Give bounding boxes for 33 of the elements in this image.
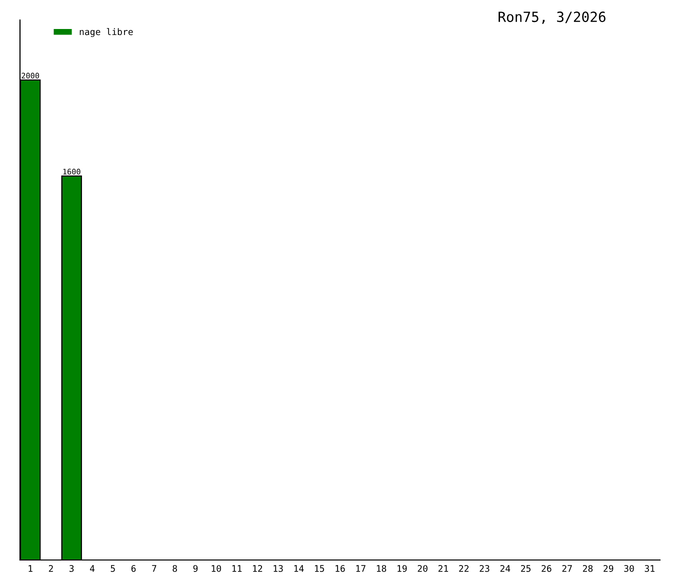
x-tick-label: 22 — [459, 565, 469, 572]
x-tick-label: 8 — [172, 565, 177, 572]
x-tick-label: 27 — [562, 565, 572, 572]
x-tick-label: 11 — [232, 565, 242, 572]
x-tick-label: 5 — [110, 565, 115, 572]
x-tick-label: 20 — [418, 565, 428, 572]
x-tick-label: 18 — [376, 565, 386, 572]
x-tick-label: 28 — [582, 565, 593, 572]
x-tick-label: 15 — [315, 565, 324, 572]
x-tick-label: 19 — [398, 565, 407, 572]
x-tick-label: 24 — [500, 565, 510, 572]
x-tick-label: 3 — [70, 565, 74, 572]
x-tick-label: 26 — [542, 565, 552, 572]
x-tick-label: 1 — [28, 565, 32, 572]
x-tick-label: 31 — [644, 565, 654, 572]
x-tick-label: 17 — [356, 565, 366, 572]
x-tick-label: 16 — [336, 565, 345, 572]
x-tick-label: 12 — [253, 565, 262, 572]
legend-label: nage libre — [80, 28, 133, 37]
x-tick-label: 29 — [604, 565, 614, 572]
x-tick-label: 7 — [152, 565, 156, 572]
chart-title: Ron75, 3/2026 — [498, 12, 606, 24]
x-tick-label: 23 — [480, 565, 490, 572]
x-tick-label: 10 — [212, 565, 221, 572]
x-tick-label: 2 — [48, 565, 53, 572]
x-tick-label: 4 — [90, 565, 95, 572]
x-tick-label: 25 — [521, 565, 531, 572]
x-tick-label: 14 — [294, 565, 304, 572]
x-tick-label: 9 — [193, 565, 198, 572]
x-tick-label: 6 — [131, 565, 136, 572]
x-tick-label: 30 — [624, 565, 634, 572]
x-tick-label: 21 — [438, 565, 448, 572]
x-tick-label: 13 — [274, 565, 283, 572]
